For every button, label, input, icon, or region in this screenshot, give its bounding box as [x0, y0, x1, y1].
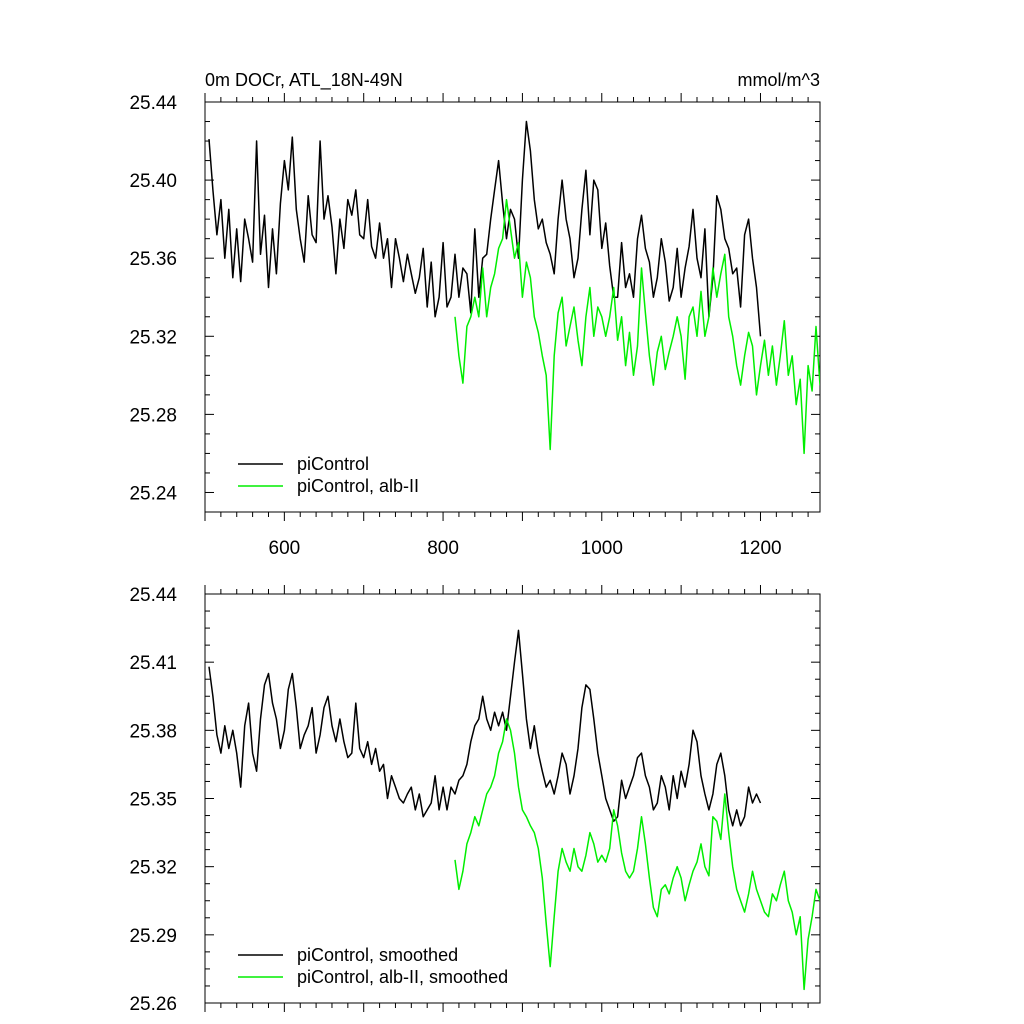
- y-tick-label: 25.32: [129, 858, 177, 879]
- top-panel: 600 800 1000 1200 25.24 25.28 25.32 25.36 25.40 2…: [129, 93, 821, 559]
- top-panel-title: 0m DOCr, ATL_18N-49N: [205, 70, 403, 91]
- series-line-1: [454, 198, 820, 455]
- y-tick-label: 25.26: [129, 994, 177, 1015]
- plot-frame: [204, 101, 821, 513]
- y-tick-label: 25.24: [129, 483, 177, 504]
- legend-label: piControl, alb-II, smoothed: [297, 967, 508, 987]
- x-tick-label: 600: [269, 538, 301, 559]
- series-line-0: [208, 629, 762, 827]
- top-panel-units: mmol/m^3: [738, 70, 820, 90]
- series-line-0: [208, 120, 762, 337]
- y-tick-label: 25.32: [129, 327, 177, 348]
- bottom-panel: 25.26 25.29 25.32 25.35 25.38 25.41 25.44 piCon…: [129, 585, 821, 1015]
- y-tick-label: 25.29: [129, 926, 177, 947]
- y-tick-label: 25.40: [129, 171, 177, 192]
- y-tick-label: 25.44: [129, 585, 177, 606]
- y-tick-label: 25.36: [129, 249, 177, 270]
- legend-label: piControl, alb-II: [297, 476, 419, 496]
- y-tick-label: 25.41: [129, 653, 177, 674]
- x-tick-label: 1000: [581, 538, 623, 559]
- x-tick-label: 800: [427, 538, 459, 559]
- y-tick-label: 25.28: [129, 405, 177, 426]
- legend-label: piControl, smoothed: [297, 945, 458, 965]
- series-line-1: [454, 718, 820, 991]
- x-tick-label: 1200: [739, 538, 781, 559]
- y-tick-label: 25.44: [129, 93, 177, 114]
- legend-label: piControl: [297, 454, 369, 474]
- y-tick-label: 25.35: [129, 790, 177, 811]
- y-tick-label: 25.38: [129, 721, 177, 742]
